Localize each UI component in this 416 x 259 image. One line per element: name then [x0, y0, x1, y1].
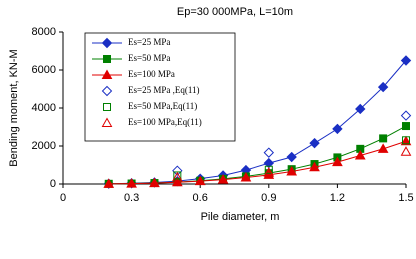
marker: [149, 177, 160, 188]
marker: [332, 123, 343, 135]
marker: [103, 178, 115, 188]
x-tick-label: 1.2: [330, 192, 345, 204]
marker: [103, 55, 111, 63]
marker: [171, 176, 183, 187]
marker: [263, 167, 275, 177]
x-axis-title: Pile diameter, m: [201, 211, 280, 223]
marker: [286, 151, 297, 163]
y-tick-label: 8000: [32, 26, 56, 38]
legend-label: Es=25 MPa: [128, 37, 170, 47]
x-tick-label: 0.9: [261, 192, 276, 204]
marker: [101, 117, 113, 127]
y-tick-label: 4000: [32, 102, 56, 114]
marker: [217, 174, 229, 184]
marker: [377, 81, 389, 93]
marker: [400, 146, 412, 156]
x-tick-label: 0: [60, 192, 66, 204]
marker: [264, 165, 273, 174]
marker: [103, 103, 111, 111]
x-tick-label: 0.3: [124, 192, 139, 204]
legend-label: Es=100 MPa,Eq(11): [128, 117, 202, 127]
y-tick-label: 0: [50, 178, 56, 190]
marker: [240, 172, 252, 182]
marker: [126, 178, 137, 188]
marker: [172, 165, 183, 176]
marker: [400, 135, 412, 146]
legend-label: Es=50 MPa,Eq(11): [128, 101, 197, 111]
chart-title: Ep=30 000MPa, L=10m: [177, 6, 293, 18]
marker: [379, 134, 388, 143]
x-tick-label: 0.6: [193, 192, 208, 204]
marker: [194, 175, 206, 186]
marker: [377, 143, 389, 153]
y-axis-title: Bending moment, KN-M: [8, 49, 20, 166]
marker: [309, 137, 320, 149]
marker: [101, 37, 113, 49]
marker: [171, 171, 183, 182]
marker: [263, 147, 275, 158]
marker: [400, 110, 412, 121]
marker: [286, 165, 298, 176]
marker: [400, 55, 412, 66]
series-line: [108, 140, 407, 185]
y-tick-label: 2000: [32, 140, 56, 152]
marker: [332, 156, 343, 167]
marker: [402, 136, 410, 145]
marker: [101, 85, 113, 97]
marker: [355, 103, 366, 115]
legend-label: Es=100 MPa: [128, 69, 175, 79]
legend-label: Es=50 MPa: [128, 53, 170, 63]
marker: [402, 122, 410, 131]
x-tick-label: 1.5: [398, 192, 413, 204]
marker: [309, 161, 320, 172]
y-tick-label: 6000: [32, 64, 56, 76]
marker: [354, 149, 366, 160]
marker: [101, 69, 113, 79]
legend-label: Es=25 MPa ,Eq(11): [128, 85, 200, 95]
